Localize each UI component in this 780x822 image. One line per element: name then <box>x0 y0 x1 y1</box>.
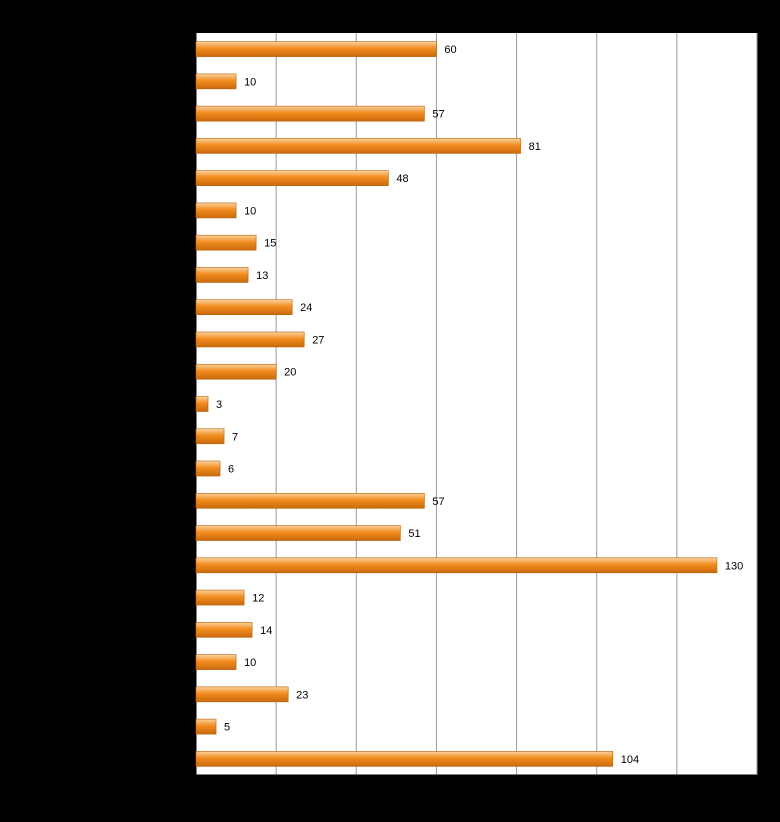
data-label: 10 <box>244 76 256 88</box>
data-label: 57 <box>432 109 444 121</box>
data-label: 14 <box>260 625 272 637</box>
bar <box>195 234 257 251</box>
data-label: 10 <box>244 205 256 217</box>
bar <box>195 428 225 445</box>
data-label: 13 <box>256 270 268 282</box>
data-label: 81 <box>529 141 541 153</box>
bar <box>195 686 289 703</box>
data-label: 7 <box>232 431 238 443</box>
bar <box>195 654 237 670</box>
bar <box>195 105 425 122</box>
bar <box>195 267 249 283</box>
bar <box>195 363 277 380</box>
data-label: 6 <box>228 464 234 476</box>
data-label: 15 <box>264 238 276 250</box>
data-label: 104 <box>621 754 639 766</box>
data-label: 12 <box>252 593 264 605</box>
bar <box>195 460 221 477</box>
bar <box>195 202 237 219</box>
data-label: 27 <box>312 334 324 346</box>
bar <box>195 138 521 154</box>
data-label: 24 <box>300 302 312 314</box>
bar <box>195 41 437 57</box>
bar <box>195 718 217 735</box>
data-label: 60 <box>444 44 456 56</box>
gridlines <box>275 33 758 775</box>
data-label: 48 <box>396 173 408 185</box>
bar <box>195 396 209 412</box>
data-label: 20 <box>284 367 296 379</box>
plot-area <box>196 33 757 775</box>
data-label: 51 <box>408 528 420 540</box>
data-label: 10 <box>244 657 256 669</box>
bar <box>195 622 253 638</box>
bar <box>195 299 293 316</box>
bar <box>195 73 237 90</box>
bar <box>195 557 718 574</box>
bar <box>195 492 425 509</box>
data-label: 5 <box>224 722 230 734</box>
data-label: 130 <box>725 560 743 572</box>
bar <box>195 589 245 606</box>
bar <box>195 525 401 541</box>
bar <box>195 331 305 348</box>
bars-layer: 60 10 57 81 48 10 15 13 24 27 20 3 7 6 57 51 130 12 14 10 23… <box>195 41 743 767</box>
data-label: 23 <box>296 689 308 701</box>
y-axis-ticks <box>192 32 196 776</box>
data-label: 57 <box>432 496 444 508</box>
data-label: 3 <box>216 399 222 411</box>
bar <box>195 751 614 767</box>
bar <box>195 170 389 186</box>
